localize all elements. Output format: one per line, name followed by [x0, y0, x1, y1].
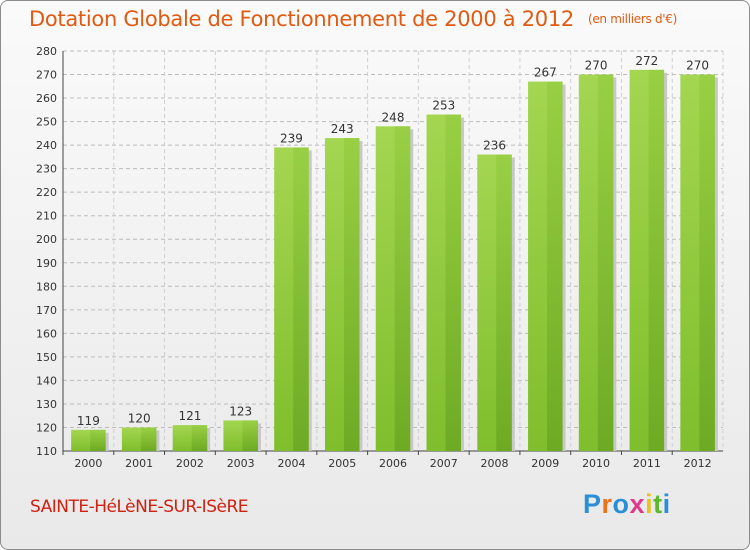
bar-shade	[242, 420, 258, 451]
x-tick-label: 2011	[633, 457, 661, 470]
data-label: 243	[331, 122, 354, 136]
bar-shade	[343, 138, 360, 451]
bar-shade	[699, 74, 715, 451]
brand-letter: i	[662, 489, 671, 519]
brand-letter: o	[612, 489, 630, 519]
x-tick-label: 2002	[176, 457, 204, 470]
chart-unit: (en milliers d'€)	[587, 12, 677, 26]
proxiti-logo: Proxiti	[583, 489, 671, 520]
x-tick-label: 2005	[328, 457, 356, 470]
y-tick-label: 170	[36, 304, 57, 317]
y-tick-label: 190	[36, 257, 57, 270]
y-tick-label: 250	[36, 116, 57, 129]
x-tick-label: 2001	[125, 457, 153, 470]
data-label: 272	[635, 54, 658, 68]
data-label: 236	[483, 139, 506, 153]
bar-shade	[191, 425, 208, 451]
y-tick-label: 180	[36, 280, 57, 293]
data-label: 119	[77, 414, 100, 428]
data-label: 267	[534, 66, 557, 80]
bar-shade	[445, 114, 462, 451]
y-tick-label: 200	[36, 233, 57, 246]
brand-letter: P	[583, 489, 602, 519]
x-tick-label: 2010	[582, 457, 610, 470]
y-tick-label: 220	[36, 186, 57, 199]
y-tick-label: 260	[36, 92, 57, 105]
bar-shade	[140, 427, 157, 451]
y-tick-label: 160	[36, 327, 57, 340]
x-tick-label: 2009	[531, 457, 559, 470]
y-tick-label: 210	[36, 210, 57, 223]
y-tick-label: 150	[36, 351, 57, 364]
bar-shade	[90, 429, 106, 451]
chart-title: Dotation Globale de Fonctionnement de 20…	[29, 7, 677, 31]
commune-name: SAINTE-HéLèNE-SUR-ISèRE	[30, 497, 249, 517]
bar-shade	[648, 69, 665, 451]
y-tick-label: 130	[36, 398, 57, 411]
brand-letter: i	[645, 489, 654, 519]
x-tick-label: 2008	[481, 457, 509, 470]
y-tick-label: 240	[36, 139, 57, 152]
y-tick-label: 110	[36, 445, 57, 458]
x-tick-label: 2006	[379, 457, 407, 470]
y-tick-label: 270	[36, 69, 57, 82]
y-tick-label: 230	[36, 163, 57, 176]
y-tick-label: 280	[36, 45, 57, 58]
brand-letter: t	[653, 489, 663, 519]
data-label: 239	[280, 131, 303, 145]
title-text: Dotation Globale de Fonctionnement de 20…	[29, 7, 574, 31]
y-tick-label: 140	[36, 374, 57, 387]
x-tick-label: 2012	[684, 457, 712, 470]
bar-shade	[496, 154, 512, 451]
x-tick-label: 2007	[430, 457, 458, 470]
brand-letter: r	[601, 489, 613, 519]
data-label: 253	[432, 99, 455, 113]
x-tick-label: 2003	[227, 457, 255, 470]
data-label: 120	[128, 411, 151, 425]
y-tick-label: 120	[36, 421, 57, 434]
data-label: 121	[178, 409, 201, 423]
bar-shade	[597, 74, 614, 451]
data-label: 248	[382, 110, 405, 124]
data-label: 270	[686, 59, 709, 73]
x-tick-label: 2004	[277, 457, 305, 470]
bar-shade	[394, 126, 411, 451]
x-tick-label: 2000	[74, 457, 102, 470]
bar-shade	[547, 81, 563, 452]
brand-letter: x	[629, 489, 646, 519]
data-label: 123	[229, 404, 252, 418]
bar-shade	[293, 147, 309, 451]
data-label: 270	[585, 59, 608, 73]
